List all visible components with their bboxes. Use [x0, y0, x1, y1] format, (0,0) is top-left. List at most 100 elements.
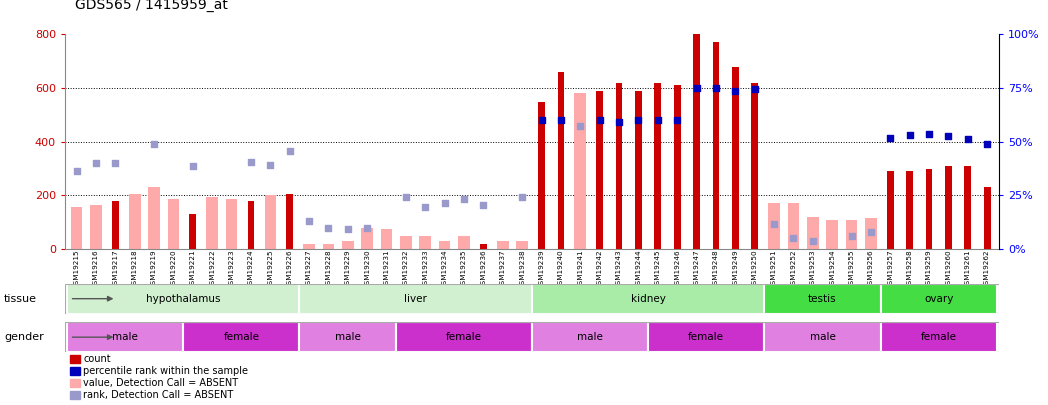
Bar	[648, 322, 764, 352]
Bar	[531, 322, 648, 352]
Legend: count, percentile rank within the sample, value, Detection Call = ABSENT, rank, : count, percentile rank within the sample…	[70, 354, 248, 400]
Bar	[887, 171, 894, 249]
Point	[630, 117, 647, 124]
Bar	[183, 322, 300, 352]
Bar	[300, 284, 531, 314]
Point	[863, 228, 879, 235]
Bar	[400, 236, 412, 249]
Point	[107, 160, 124, 166]
Point	[533, 117, 550, 124]
Bar	[67, 284, 300, 314]
Point	[591, 117, 608, 124]
Text: female: female	[223, 332, 259, 342]
Point	[184, 163, 201, 169]
Bar	[439, 241, 451, 249]
Bar	[380, 229, 392, 249]
Bar	[300, 322, 396, 352]
Point	[785, 235, 802, 241]
Bar	[497, 241, 508, 249]
Bar	[764, 284, 880, 314]
Point	[436, 200, 453, 207]
Bar	[674, 85, 680, 249]
Text: tissue: tissue	[4, 294, 37, 304]
Bar	[67, 322, 183, 352]
Bar	[807, 217, 818, 249]
Bar	[225, 199, 238, 249]
Bar	[945, 166, 952, 249]
Point	[358, 224, 375, 231]
Bar	[964, 166, 971, 249]
Point	[881, 134, 898, 141]
Bar	[206, 197, 218, 249]
Text: female: female	[921, 332, 957, 342]
Bar	[764, 322, 880, 352]
Bar	[129, 194, 140, 249]
Bar	[788, 203, 800, 249]
Text: liver: liver	[405, 294, 428, 304]
Bar	[732, 67, 739, 249]
Point	[650, 117, 667, 124]
Bar	[615, 83, 623, 249]
Point	[146, 141, 162, 148]
Point	[262, 161, 279, 168]
Bar	[458, 236, 470, 249]
Bar	[984, 188, 990, 249]
Point	[320, 224, 336, 231]
Text: testis: testis	[808, 294, 836, 304]
Point	[88, 160, 105, 166]
Bar	[480, 244, 487, 249]
Point	[611, 118, 628, 125]
Bar	[531, 284, 764, 314]
Text: GDS565 / 1415959_at: GDS565 / 1415959_at	[75, 0, 228, 12]
Text: ovary: ovary	[924, 294, 954, 304]
Point	[766, 220, 783, 227]
Point	[979, 141, 996, 148]
Bar	[880, 284, 997, 314]
Text: male: male	[809, 332, 835, 342]
Text: male: male	[112, 332, 138, 342]
Bar	[880, 322, 997, 352]
Bar	[539, 102, 545, 249]
Point	[844, 232, 860, 239]
Text: hypothalamus: hypothalamus	[146, 294, 220, 304]
Point	[281, 148, 298, 154]
Bar	[907, 171, 913, 249]
Bar	[264, 196, 276, 249]
Bar	[396, 322, 531, 352]
Bar	[865, 218, 877, 249]
Point	[552, 117, 569, 124]
Point	[397, 194, 414, 200]
Bar	[112, 201, 118, 249]
Text: male: male	[577, 332, 603, 342]
Point	[940, 133, 957, 140]
Point	[475, 202, 492, 208]
Bar	[768, 203, 780, 249]
Bar	[90, 205, 102, 249]
Bar	[303, 244, 314, 249]
Point	[920, 130, 937, 137]
Point	[901, 132, 918, 138]
Point	[727, 87, 744, 94]
Bar	[751, 83, 758, 249]
Bar	[286, 194, 293, 249]
Point	[514, 194, 530, 200]
Text: female: female	[446, 332, 482, 342]
Bar	[826, 220, 838, 249]
Text: female: female	[689, 332, 724, 342]
Bar	[190, 214, 196, 249]
Bar	[148, 188, 160, 249]
Text: kidney: kidney	[631, 294, 665, 304]
Point	[746, 86, 763, 93]
Bar	[596, 91, 603, 249]
Point	[242, 159, 259, 165]
Text: male: male	[335, 332, 361, 342]
Text: gender: gender	[4, 332, 44, 342]
Bar	[342, 241, 353, 249]
Bar	[846, 220, 857, 249]
Point	[68, 168, 85, 175]
Point	[456, 196, 473, 202]
Point	[805, 238, 822, 244]
Point	[669, 117, 685, 124]
Bar	[574, 94, 586, 249]
Point	[689, 85, 705, 91]
